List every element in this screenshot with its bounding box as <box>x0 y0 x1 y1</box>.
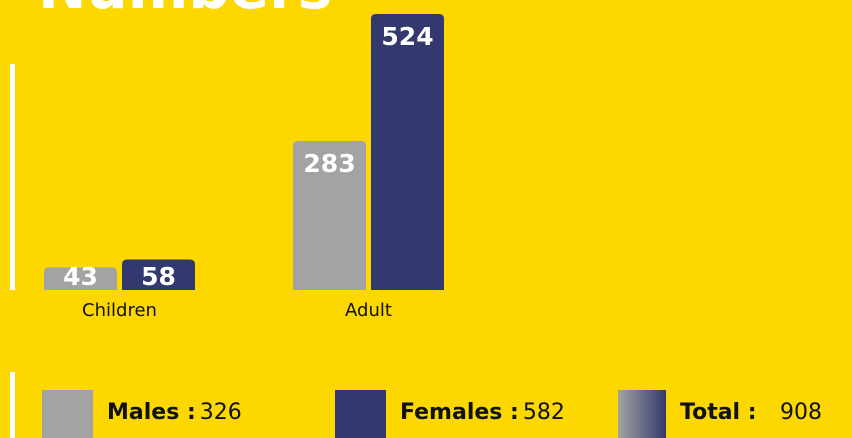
data-label: 283 <box>303 149 355 178</box>
axis-line <box>10 64 15 290</box>
x-tick-label: Children <box>82 300 157 321</box>
legend-line <box>10 372 15 438</box>
legend-label: Total : <box>680 400 757 425</box>
x-tick-label: Adult <box>345 300 392 321</box>
bar <box>293 140 366 290</box>
bar <box>371 14 444 290</box>
chart-title: Numbers <box>38 0 332 22</box>
bar <box>122 259 195 290</box>
data-label: 58 <box>141 262 176 291</box>
legend-label: Males : <box>107 400 196 425</box>
data-label: 43 <box>63 262 98 291</box>
bar <box>44 267 117 290</box>
legend-value: 326 <box>200 400 242 425</box>
legend-swatch <box>335 390 386 438</box>
legend-swatch <box>42 390 93 438</box>
legend-swatch <box>618 390 666 438</box>
legend-value: 582 <box>523 400 565 425</box>
legend-label: Females : <box>400 400 519 425</box>
data-label: 524 <box>381 22 433 51</box>
legend-value: 908 <box>780 400 822 425</box>
